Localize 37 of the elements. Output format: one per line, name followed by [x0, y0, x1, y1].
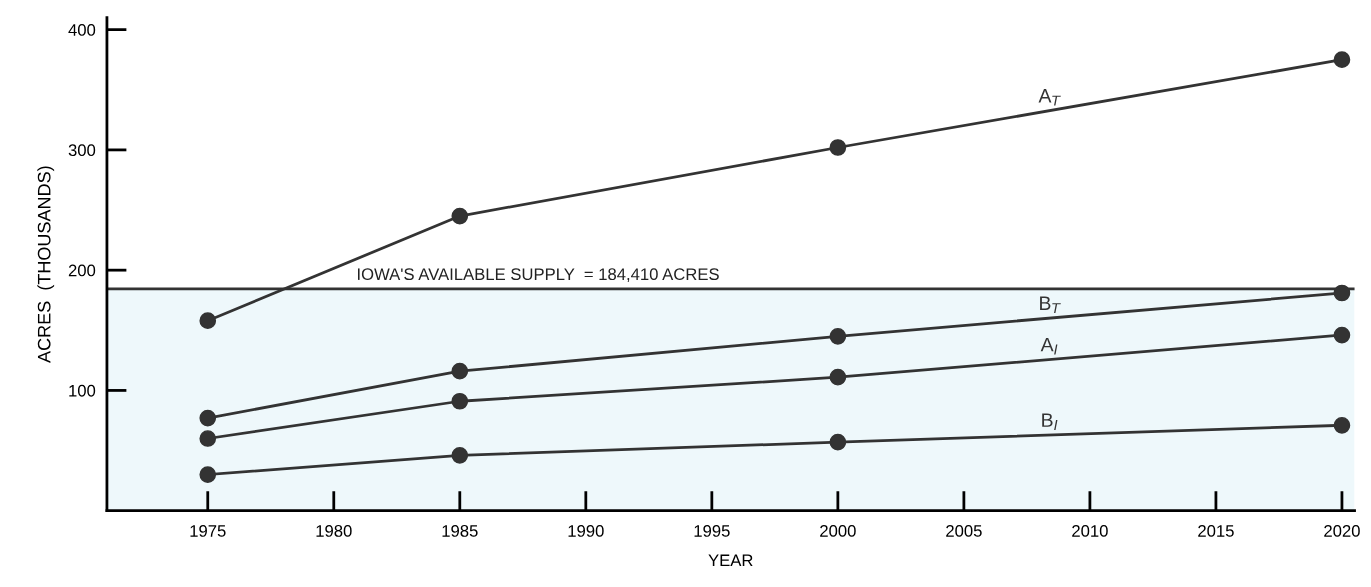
point: [829, 433, 847, 451]
y-tick-label: 400: [68, 24, 96, 36]
point: [829, 327, 847, 345]
point: [199, 430, 217, 447]
series-label: A$_{I}$: [1040, 337, 1058, 355]
point: [1333, 416, 1351, 434]
point: [199, 312, 217, 330]
series-label: B$_{T}$: [1040, 296, 1061, 314]
x-tick-label: 2000: [820, 525, 856, 537]
series-label: A$_{T}$: [1038, 89, 1061, 106]
x-tick-label: 1985: [442, 525, 478, 537]
series-label: B$_{I}$: [1042, 413, 1058, 431]
point: [199, 409, 217, 427]
point: [1333, 51, 1351, 69]
y-axis-title: ACRES (THOUSANDS): [37, 166, 55, 363]
point: [1333, 326, 1351, 344]
x-tick-label: 1975: [190, 525, 226, 537]
x-tick-label: 1980: [316, 525, 352, 537]
x-tick-label: 2015: [1198, 525, 1234, 537]
x-tick-label: 1995: [694, 525, 730, 537]
point: [451, 447, 469, 464]
ref-line-label: IOWA'S AVAILABLE SUPPLY = 184,410 ACRES: [358, 268, 719, 283]
point: [451, 392, 469, 410]
point: [829, 139, 847, 156]
point: [829, 368, 847, 386]
x-tick-label: 2020: [1324, 525, 1360, 537]
point: [451, 207, 469, 225]
x-tick-label: 2005: [946, 525, 982, 537]
y-tick-label: 200: [68, 264, 96, 277]
point: [451, 362, 469, 380]
y-tick-label: 300: [68, 144, 96, 157]
point: [1333, 284, 1351, 302]
x-axis-title: YEAR: [708, 554, 753, 567]
x-tick-label: 1990: [568, 525, 604, 537]
y-tick-label: 100: [69, 384, 96, 397]
x-tick-label: 2010: [1072, 525, 1108, 537]
point: [199, 466, 217, 483]
